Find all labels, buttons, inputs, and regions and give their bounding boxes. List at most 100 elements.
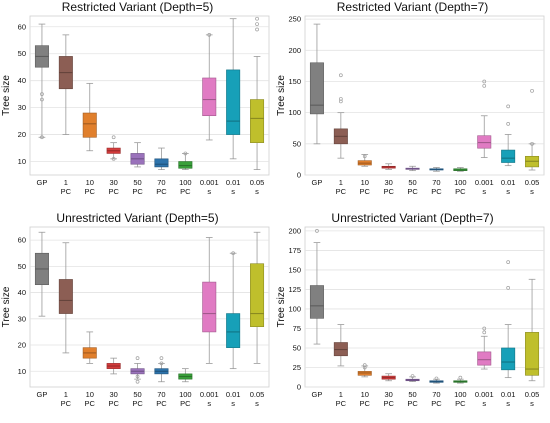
y-tick-label: 50 — [293, 139, 301, 148]
y-tick-label: 50 — [18, 262, 26, 271]
x-tick-label: 0.01 — [226, 178, 241, 187]
x-tick-label: 30 — [384, 178, 392, 187]
y-tick-label: 20 — [18, 341, 26, 350]
outlier-point — [231, 251, 235, 256]
x-tick-label: s — [255, 399, 259, 408]
x-tick-label: 0.001 — [200, 178, 219, 187]
x-tick-label: 70 — [157, 178, 165, 187]
x-tick-label: s — [207, 187, 211, 196]
x-tick-label: 100 — [454, 390, 467, 399]
x-tick-label: s — [482, 399, 486, 408]
y-tick-label: 250 — [288, 15, 301, 24]
x-tick-label: 1 — [339, 178, 343, 187]
y-axis-label: Tree size — [1, 75, 12, 116]
outlier-point — [362, 365, 367, 370]
x-tick-label: 50 — [408, 390, 416, 399]
box-8 — [226, 313, 241, 348]
box-0 — [309, 285, 324, 319]
outlier-point — [255, 16, 259, 21]
y-tick-label: 150 — [288, 77, 301, 86]
x-tick-label: PC — [431, 187, 442, 196]
x-tick-label: 0.001 — [475, 178, 494, 187]
chart-unrestricted-depth-7: Unrestricted Variant (Depth=7) 0 25 50 75 10… — [275, 211, 550, 423]
y-axis-label: Tree size — [276, 75, 287, 116]
outlier-point — [159, 361, 164, 366]
box-5 — [154, 158, 169, 168]
x-tick-label: s — [231, 399, 235, 408]
chart-restricted-depth-5: Restricted Variant (Depth=5) 10 20 30 40 50 6… — [0, 0, 275, 211]
y-tick-label: 200 — [288, 226, 301, 235]
outlier-point — [338, 97, 343, 101]
y-tick-label: 50 — [293, 343, 301, 352]
y-tick-label: 0 — [297, 383, 301, 392]
x-tick-label: 1 — [339, 390, 343, 399]
outlier-point — [362, 154, 367, 159]
x-tick-label: 100 — [179, 390, 192, 399]
outlier-point — [111, 135, 116, 140]
x-tick-label: 30 — [109, 178, 117, 187]
outlier-point — [506, 122, 510, 126]
y-tick-label: 0 — [297, 171, 301, 180]
x-tick-label: PC — [360, 187, 371, 196]
x-tick-label: s — [231, 187, 235, 196]
outlier-point — [458, 375, 463, 380]
box-7 — [202, 281, 217, 333]
y-tick-label: 30 — [18, 103, 26, 112]
box-8 — [501, 149, 516, 163]
outlier-point — [159, 356, 164, 360]
x-tick-label: s — [530, 399, 534, 408]
y-tick-label: 25 — [293, 363, 301, 372]
x-tick-label: 0.05 — [525, 390, 540, 399]
x-tick-label: GP — [312, 390, 323, 399]
y-tick-label: 150 — [288, 265, 301, 274]
x-tick-label: 0.001 — [200, 390, 219, 399]
chart-title: Restricted Variant (Depth=7) — [336, 0, 489, 14]
box-9 — [525, 332, 540, 376]
outlier-point — [410, 374, 415, 378]
x-tick-label: PC — [180, 187, 191, 196]
x-tick-label: s — [482, 187, 486, 196]
outlier-point — [506, 286, 510, 290]
x-tick-label: s — [207, 399, 211, 408]
outlier-point — [207, 33, 212, 37]
outlier-point — [135, 356, 140, 360]
plot-area — [304, 15, 545, 176]
x-tick-label: PC — [85, 187, 96, 196]
x-tick-label: 70 — [432, 178, 440, 187]
x-tick-label: PC — [61, 187, 72, 196]
chart-title: Restricted Variant (Depth=5) — [61, 0, 214, 14]
x-tick-label: 70 — [157, 390, 165, 399]
x-tick-label: PC — [383, 187, 394, 196]
outlier-point — [338, 99, 343, 104]
x-tick-label: PC — [85, 399, 96, 408]
y-axis-label: Tree size — [1, 286, 12, 327]
x-tick-label: s — [530, 187, 534, 196]
x-tick-label: GP — [37, 390, 48, 399]
outlier-point — [530, 88, 534, 93]
x-tick-label: 10 — [86, 390, 94, 399]
outlier-point — [482, 330, 487, 335]
outlier-point — [135, 379, 140, 384]
box-8 — [226, 69, 241, 135]
box-9 — [250, 99, 265, 143]
x-tick-label: GP — [37, 178, 48, 187]
x-tick-label: 0.01 — [226, 390, 241, 399]
y-tick-label: 10 — [18, 367, 26, 376]
box-7 — [477, 351, 492, 366]
box-8 — [501, 347, 516, 371]
x-tick-label: s — [255, 187, 259, 196]
y-tick-label: 125 — [288, 285, 301, 294]
box-6 — [178, 161, 193, 169]
y-tick-label: 100 — [288, 304, 301, 313]
outlier-point — [482, 326, 487, 331]
x-tick-label: PC — [180, 399, 191, 408]
outlier-point — [362, 363, 367, 367]
x-tick-label: 30 — [384, 390, 392, 399]
outlier-point — [255, 27, 259, 32]
x-tick-label: PC — [61, 399, 72, 408]
x-tick-label: 0.05 — [250, 178, 265, 187]
